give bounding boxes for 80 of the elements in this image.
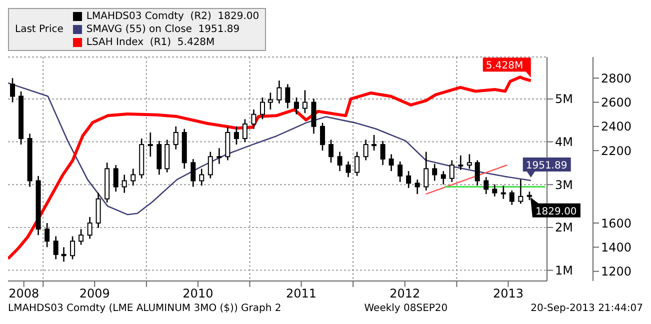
candlestick	[294, 96, 299, 116]
x-tick-label: 2008	[8, 286, 40, 301]
x-tick-label: 2010	[182, 286, 214, 301]
candlestick	[484, 176, 489, 195]
candlestick	[87, 216, 92, 240]
candlestick	[414, 178, 420, 195]
candlestick	[500, 184, 506, 200]
y2-tick-label: 2600	[601, 96, 632, 110]
candlestick	[122, 174, 127, 194]
candlestick	[328, 139, 334, 164]
candlestick	[337, 151, 342, 172]
data-label: 5.428M	[486, 60, 524, 72]
y-tick-label: 5M	[555, 92, 573, 106]
candlestick	[492, 184, 498, 198]
legend-title: Last Price	[15, 24, 64, 35]
y-tick-label: 2M	[555, 220, 573, 235]
text: 5.428M	[177, 37, 215, 48]
candlestick	[346, 160, 351, 178]
text: LMAHDS03 Comdty (LME ALUMINUM 3MO ($)) Graph 2	[8, 303, 282, 314]
candlestick	[251, 108, 256, 130]
candlestick	[260, 96, 265, 120]
y2-tick-label: 2800	[601, 71, 632, 86]
candlestick	[320, 122, 326, 152]
candlestick	[363, 139, 368, 161]
y2-tick-label: 1600	[601, 216, 632, 230]
legend-label: LMAHDS03 Comdty (R2)	[86, 11, 212, 22]
candlestick	[113, 164, 118, 192]
text: 1829.00	[535, 206, 577, 218]
text: 20-Sep-2013 21:44:07	[530, 303, 643, 314]
candlestick	[458, 154, 464, 171]
candlestick	[509, 190, 514, 206]
candlestick	[208, 151, 213, 180]
candlestick	[474, 160, 480, 186]
candlestick	[276, 80, 282, 104]
candlestick	[173, 126, 178, 150]
text: Weekly 08SEP20	[364, 303, 448, 314]
x-tick-label: 2009	[79, 286, 110, 301]
candlestick	[466, 154, 472, 170]
candlestick	[449, 160, 454, 183]
candlestick	[199, 168, 204, 186]
y2-tick-label: 2200	[601, 144, 632, 158]
y2-tick-label: 2400	[601, 120, 632, 134]
data-label: 1951.89	[526, 160, 568, 172]
text: 1829.00	[218, 11, 260, 22]
y2-tick-label: 1400	[601, 240, 632, 254]
candlestick	[190, 158, 196, 188]
candlestick	[432, 163, 438, 182]
candlestick	[268, 92, 273, 110]
y-tick-label: 1M	[555, 264, 573, 278]
text: 1951.89	[198, 24, 240, 35]
x-tick-label: 2012	[390, 286, 420, 301]
y-tick-label: 4M	[555, 135, 573, 150]
candlestick	[148, 132, 153, 158]
y2-tick-label: 1200	[601, 264, 632, 279]
candlestick	[398, 160, 403, 183]
candlestick	[53, 236, 58, 260]
candlestick	[285, 84, 290, 109]
candlestick	[372, 134, 377, 152]
candlestick	[130, 168, 136, 186]
candlestick	[61, 246, 66, 262]
candlestick	[354, 151, 360, 177]
candlestick	[10, 77, 16, 103]
candlestick	[440, 170, 446, 186]
legend-label: LSAH Index (R1)	[86, 37, 172, 48]
candlestick	[44, 222, 50, 248]
candlestick	[78, 228, 84, 246]
candlestick	[406, 170, 412, 189]
candlestick	[70, 236, 76, 260]
x-tick-label: 2011	[286, 286, 317, 301]
candlestick	[518, 178, 524, 204]
y-tick-label: 3M	[555, 178, 573, 192]
x-tick-label: 2013	[492, 286, 524, 301]
candlestick	[388, 154, 394, 172]
candlestick	[424, 151, 429, 192]
candlestick	[380, 140, 386, 166]
legend-label: SMAVG (55) on Close	[86, 24, 192, 35]
candlestick	[302, 90, 308, 114]
candlestick	[242, 118, 248, 143]
candlestick	[216, 148, 222, 165]
candlestick	[234, 126, 239, 146]
